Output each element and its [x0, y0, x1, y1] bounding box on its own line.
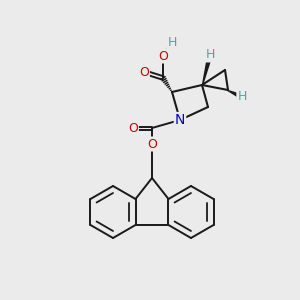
Polygon shape [202, 55, 212, 85]
Text: O: O [147, 137, 157, 151]
Text: N: N [175, 113, 185, 127]
Text: O: O [128, 122, 138, 134]
Text: O: O [158, 50, 168, 62]
Polygon shape [228, 90, 243, 99]
Text: H: H [167, 35, 177, 49]
Text: H: H [237, 91, 247, 103]
Text: O: O [139, 65, 149, 79]
Text: H: H [205, 49, 215, 62]
